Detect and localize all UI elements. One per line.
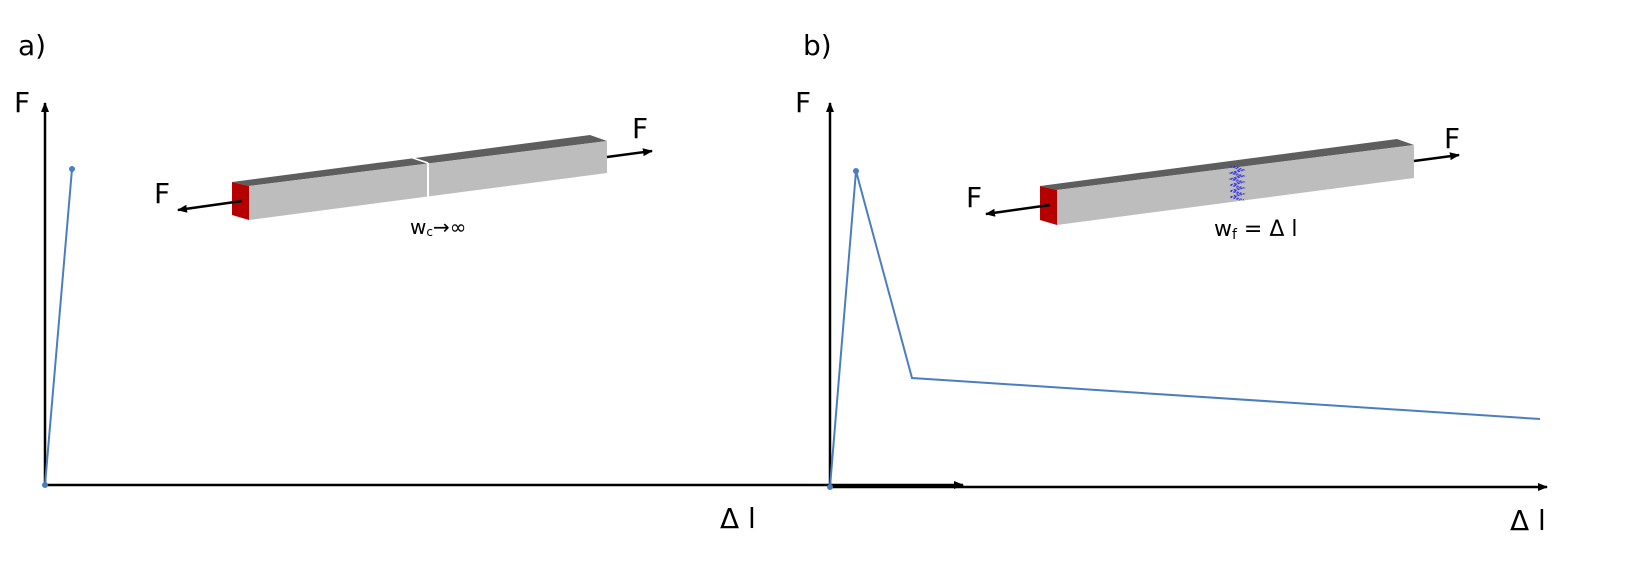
y-axis-label: F [14, 86, 30, 119]
origin-point [827, 484, 833, 490]
panel-b: b) F Δ l F F wf = Δ l [795, 29, 1548, 537]
force-arrow-right [1413, 152, 1460, 163]
y-axis-label: F [795, 86, 811, 119]
x-axis-label: Δ l [1510, 504, 1546, 537]
bar-specimen [232, 135, 607, 220]
panel-a: a) F Δ l F F wc→∞ [14, 29, 964, 535]
force-arrow-right [606, 148, 653, 159]
origin-point [42, 482, 48, 488]
crack-width-label: wc→∞ [410, 215, 466, 239]
panel-label: a) [18, 29, 46, 62]
spring-icon [1228, 165, 1242, 201]
x-axis-label: Δ l [720, 502, 756, 535]
force-curve [829, 170, 1541, 488]
panel-label: b) [803, 29, 832, 62]
force-arrow-left [177, 199, 243, 213]
force-curve [44, 168, 73, 486]
force-label-right: F [1444, 122, 1460, 155]
peak-point [853, 168, 859, 174]
crack-width-label: wf = Δ l [1214, 217, 1298, 243]
force-label-left: F [966, 181, 982, 214]
force-label-left: F [154, 177, 170, 210]
peak-point [69, 166, 75, 172]
force-label-right: F [632, 112, 648, 145]
bar-specimen [1040, 139, 1414, 225]
force-arrow-left [985, 203, 1051, 217]
